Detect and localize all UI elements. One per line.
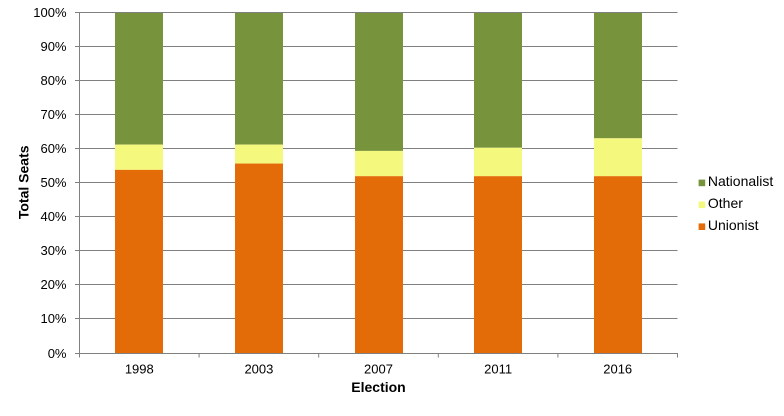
- svg-text:Unionist: Unionist: [708, 217, 759, 233]
- svg-text:2003: 2003: [244, 362, 273, 377]
- svg-text:90%: 90%: [40, 39, 66, 54]
- svg-text:Other: Other: [708, 195, 743, 211]
- svg-text:2011: 2011: [484, 362, 512, 377]
- svg-text:Total Seats: Total Seats: [15, 145, 31, 219]
- svg-text:40%: 40%: [40, 209, 66, 224]
- svg-text:50%: 50%: [40, 175, 66, 190]
- svg-text:30%: 30%: [40, 243, 66, 258]
- svg-text:100%: 100%: [33, 5, 67, 20]
- svg-text:70%: 70%: [40, 107, 66, 122]
- svg-text:1998: 1998: [125, 362, 154, 377]
- svg-text:80%: 80%: [40, 73, 66, 88]
- svg-text:60%: 60%: [40, 141, 66, 156]
- svg-text:2016: 2016: [603, 362, 632, 377]
- svg-text:Nationalist: Nationalist: [708, 173, 773, 189]
- svg-text:10%: 10%: [40, 311, 66, 326]
- svg-text:20%: 20%: [40, 277, 66, 292]
- svg-text:Election: Election: [351, 379, 405, 395]
- svg-text:2007: 2007: [364, 362, 393, 377]
- svg-text:0%: 0%: [48, 346, 67, 361]
